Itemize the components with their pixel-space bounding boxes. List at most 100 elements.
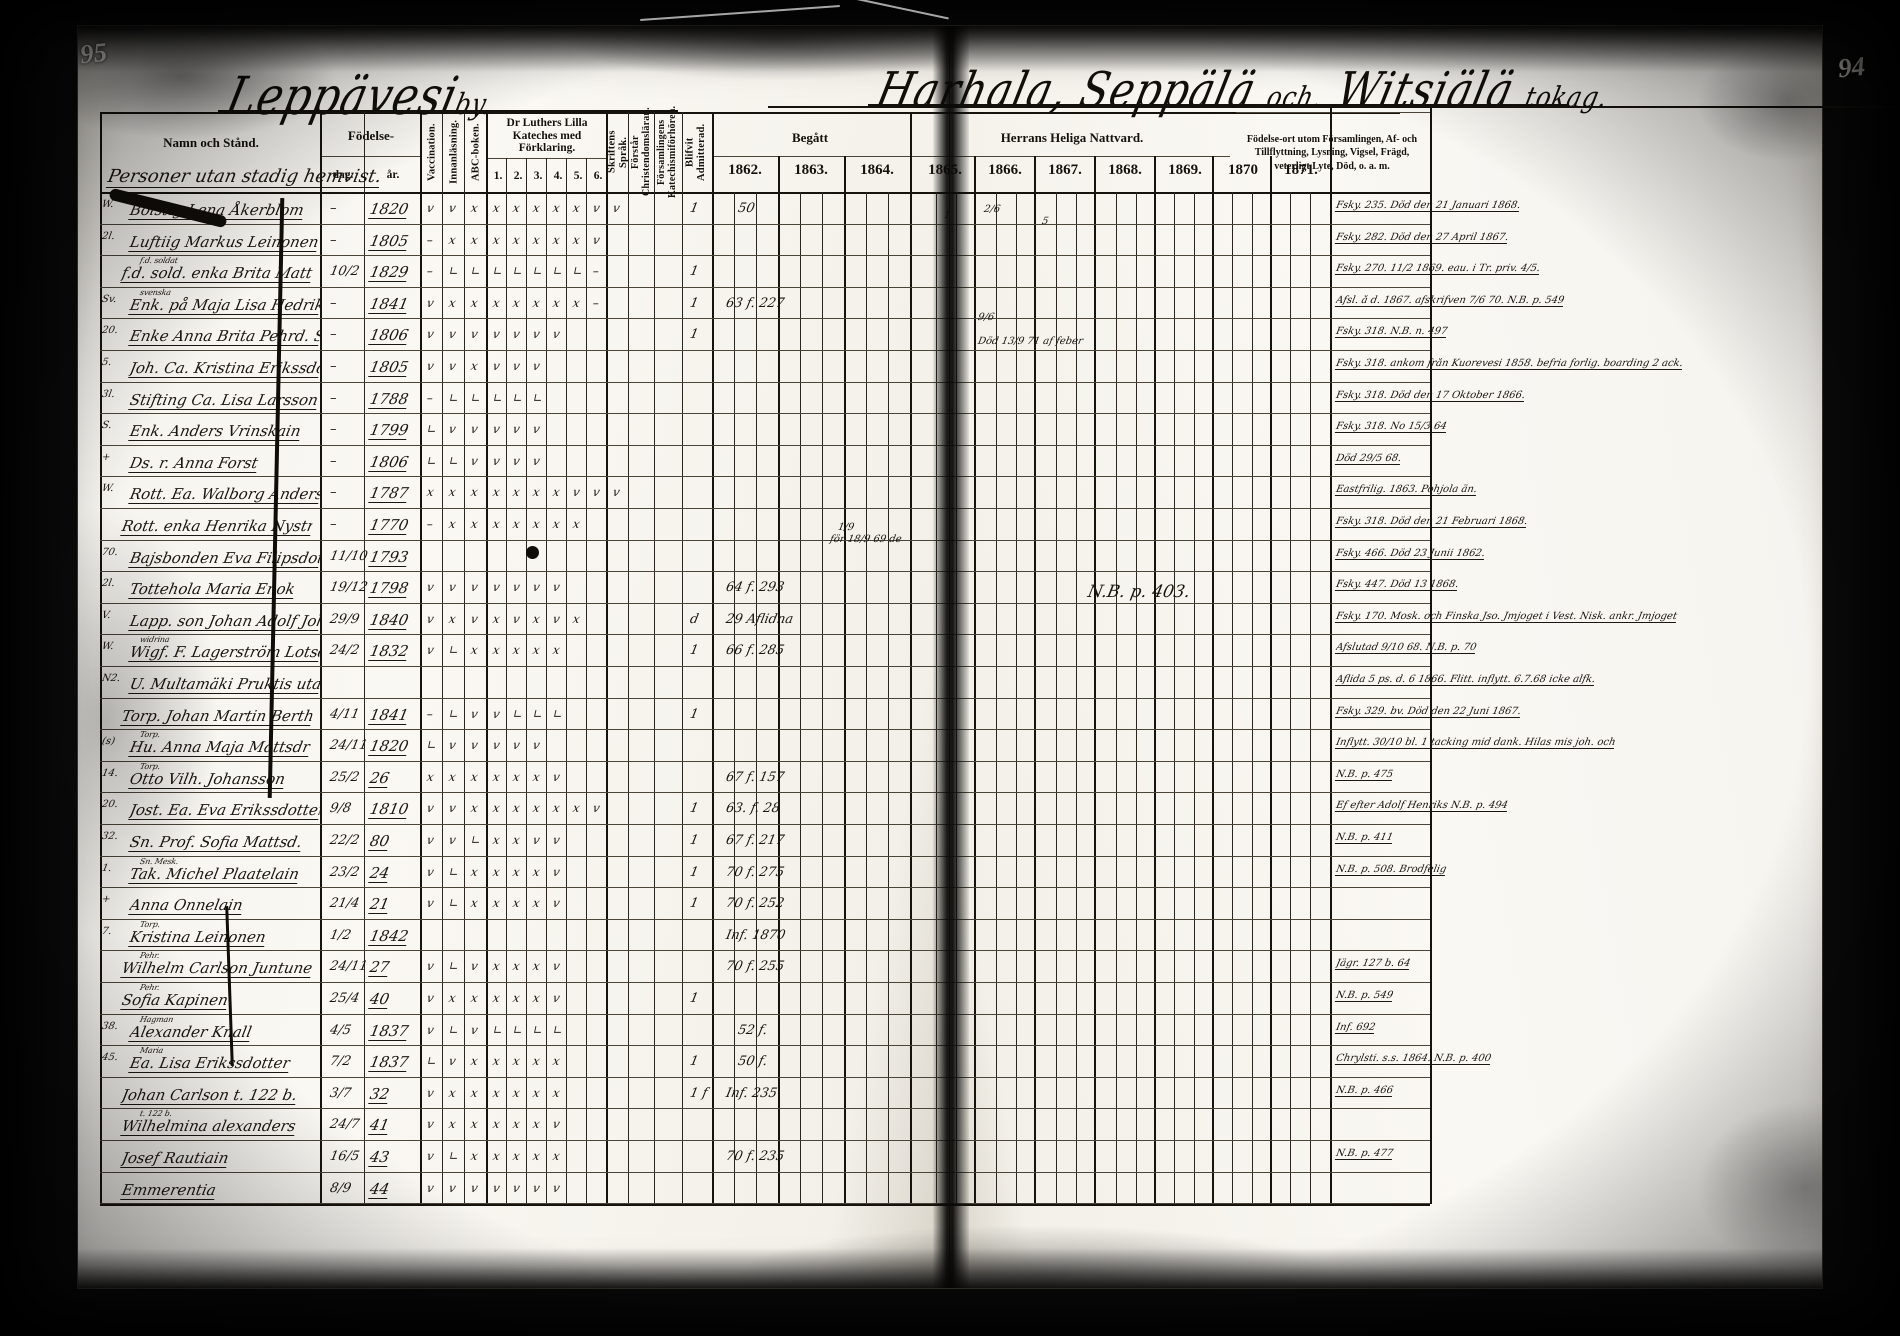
catechism-mark: –	[425, 232, 435, 247]
catechism-mark: v	[425, 1022, 436, 1037]
catechism-mark: x	[531, 201, 542, 215]
birth-year: 1799	[368, 421, 411, 441]
catechism-mark: x	[469, 1054, 480, 1069]
birth-day: 1/2	[328, 927, 353, 943]
col-rule-1870-end	[1270, 156, 1272, 1204]
catechism-mark: v	[531, 422, 542, 437]
catechism-mark: x	[491, 643, 502, 658]
birth-year: 1788	[368, 389, 411, 409]
row-rule	[100, 824, 1430, 825]
catechism-mark: v	[491, 580, 502, 595]
header-begat: Begått	[791, 129, 829, 145]
catechism-mark: x	[551, 232, 562, 247]
notes-entry: Jägr. 127 b. 64	[1334, 958, 1412, 971]
birth-day: –	[328, 232, 338, 248]
begat-entry: 29 Aflidna	[724, 611, 795, 627]
birth-day: –	[328, 390, 338, 406]
catechism-mark: x	[531, 864, 542, 879]
row-rule	[100, 887, 1430, 889]
catechism-mark: v	[511, 738, 522, 753]
year-header-1869: 1869.	[1168, 162, 1202, 178]
catechism-mark: v	[425, 359, 436, 373]
birth-day: 24/2	[328, 643, 361, 659]
birth-year: 1840	[368, 610, 411, 630]
catechism-mark: ∟	[447, 1022, 461, 1037]
catechism-mark: v	[425, 833, 436, 847]
col-rule-cat2	[526, 158, 527, 1204]
birth-year: 1841	[368, 294, 411, 314]
catechism-mark: x	[531, 1054, 542, 1069]
notes-entry: Chrylsti. s.s. 1864. N.B. p. 400	[1334, 1053, 1493, 1066]
catechism-mark: v	[469, 959, 480, 974]
catechism-mark: ∟	[447, 1149, 461, 1163]
catechism-mark: v	[447, 833, 458, 847]
open-book: Leppävesiby. Harhala, Seppälä oсh. Witsi…	[78, 26, 1900, 1288]
col-rule-1865-end	[974, 156, 976, 1204]
notes-entry: Inf. 692	[1334, 1021, 1377, 1034]
birth-day: 4/5	[328, 1022, 353, 1038]
row-index: 5.	[100, 357, 113, 368]
catechism-mark: v	[531, 580, 542, 595]
catechism-mark: v	[611, 201, 622, 215]
catechism-mark: v	[425, 580, 436, 595]
catechism-mark: v	[551, 327, 562, 342]
catechism-mark: ∟	[469, 390, 483, 405]
header-catechism-4: 4.	[553, 169, 563, 182]
birth-day: 22/2	[328, 833, 361, 848]
row-rule	[100, 1171, 1430, 1173]
catechism-mark: ∟	[511, 1022, 525, 1037]
notes-entry: Fsky. 329. bv. Död den 22 Juni 1867.	[1334, 705, 1523, 718]
person-name: Enk. på Maja Lisa Hedrik	[128, 295, 322, 315]
catechism-mark: v	[469, 1180, 480, 1195]
left-page-title: Leppävesiby.	[220, 66, 496, 128]
ink-blot	[526, 546, 539, 559]
catechism-mark: –	[425, 390, 435, 405]
catechism-mark: x	[469, 517, 480, 531]
catechism-mark: ∟	[447, 643, 461, 658]
catechism-mark: ∟	[447, 264, 461, 279]
catechism-mark: v	[511, 453, 522, 468]
col-rule-innerreading	[464, 112, 465, 1204]
catechism-mark: x	[511, 517, 522, 531]
catechism-mark: ∟	[425, 422, 439, 437]
catechism-mark: x	[531, 295, 542, 310]
header-understands-doctrine: Förstår Christendomsläran.	[630, 107, 652, 197]
col-rule-parishcat	[682, 112, 683, 1204]
catechism-mark: x	[491, 1085, 502, 1100]
birth-year: 1837	[368, 1053, 411, 1073]
catechism-mark: v	[491, 422, 502, 437]
col-rule-cat4	[566, 158, 567, 1204]
begat-entry: 63 f. 227	[724, 295, 786, 311]
admitted-mark: 1	[688, 896, 700, 912]
catechism-mark: x	[491, 801, 502, 816]
notes-entry: N.B. p. 477	[1334, 1148, 1395, 1160]
catechism-mark: –	[591, 264, 601, 279]
catechism-mark: v	[425, 1085, 436, 1100]
catechism-mark: –	[425, 706, 435, 721]
person-name: Joh. Ca. Kristina Erikssdotter	[128, 359, 322, 378]
catechism-mark: v	[469, 738, 480, 753]
catechism-mark: x	[511, 864, 522, 879]
catechism-mark: x	[491, 991, 502, 1005]
row-index: 32.	[100, 831, 119, 842]
catechism-mark: v	[511, 327, 522, 342]
catechism-mark: x	[425, 485, 436, 500]
row-rule	[100, 602, 1430, 604]
communion-annotation: 5	[1040, 216, 1050, 227]
admitted-mark: 1	[688, 327, 700, 343]
communion-annotation: 9/6	[976, 312, 996, 323]
notes-entry: Fsky. 318. ankom från Kuorevesi 1858. be…	[1334, 358, 1684, 370]
catechism-mark: x	[491, 959, 502, 974]
birth-year: 1806	[368, 326, 411, 346]
catechism-mark: x	[447, 1117, 458, 1132]
birth-day: 9/8	[328, 801, 353, 817]
person-name: Torp. Johan Martin Berthonen	[120, 706, 314, 726]
catechism-mark: x	[551, 1085, 562, 1100]
person-name: Lapp. son Johan Adolf Johansson	[128, 611, 322, 631]
catechism-mark: x	[469, 201, 480, 215]
catechism-mark: x	[469, 801, 480, 816]
row-rule	[100, 223, 1430, 225]
row-rule	[100, 982, 1430, 983]
catechism-mark: x	[571, 611, 582, 626]
col-rule-cat-end	[606, 112, 608, 1204]
